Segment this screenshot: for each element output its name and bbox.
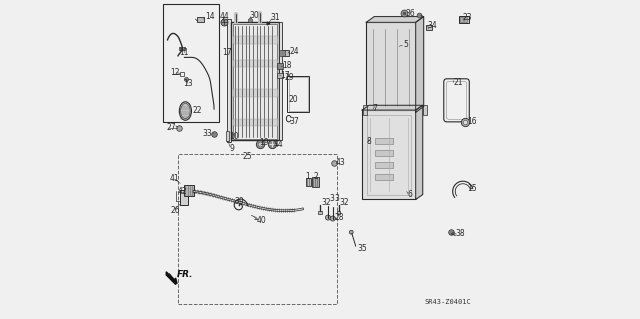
Bar (367, 115, 411, 195)
Circle shape (325, 215, 330, 220)
Text: 2: 2 (314, 172, 319, 181)
Text: 16: 16 (468, 117, 477, 126)
Text: 29: 29 (284, 73, 294, 82)
Polygon shape (166, 272, 176, 285)
Text: FR.: FR. (177, 270, 193, 279)
Bar (366, 22, 416, 112)
Bar (306, 178, 312, 186)
Text: 31: 31 (271, 13, 280, 22)
Text: 3: 3 (330, 194, 335, 203)
Text: 7: 7 (372, 104, 378, 113)
Bar (233, 24, 277, 139)
Text: 40: 40 (257, 216, 267, 225)
Bar (312, 177, 319, 187)
Circle shape (330, 216, 335, 221)
Bar (178, 154, 337, 304)
Polygon shape (362, 105, 422, 110)
Text: 41: 41 (170, 174, 180, 183)
Text: 43: 43 (335, 158, 345, 167)
Text: 30: 30 (249, 11, 259, 20)
Text: 18: 18 (282, 61, 291, 70)
Bar (184, 185, 194, 196)
Bar (337, 211, 340, 214)
Text: 25: 25 (243, 152, 252, 161)
Bar (231, 22, 278, 140)
Text: 5: 5 (404, 40, 408, 49)
Bar (422, 105, 426, 115)
Text: 6: 6 (408, 190, 413, 199)
Text: 23: 23 (463, 13, 472, 22)
Bar (363, 105, 367, 115)
Bar (375, 174, 394, 180)
Text: 17: 17 (221, 48, 232, 57)
Bar (227, 19, 231, 142)
Ellipse shape (180, 103, 190, 119)
Bar (375, 150, 394, 156)
Text: 44: 44 (274, 140, 284, 149)
Circle shape (349, 230, 353, 234)
Text: 36: 36 (406, 9, 415, 18)
Bar (289, 77, 308, 111)
Text: 1: 1 (305, 172, 310, 181)
Ellipse shape (179, 102, 191, 120)
Bar (232, 119, 278, 126)
Text: 13: 13 (183, 79, 193, 88)
Bar (163, 4, 219, 122)
Bar (282, 50, 289, 56)
Text: 26: 26 (170, 206, 180, 215)
Text: 19: 19 (259, 138, 268, 147)
Bar (179, 47, 185, 50)
FancyArrowPatch shape (255, 217, 258, 219)
Bar (232, 36, 278, 44)
Text: 9: 9 (229, 144, 234, 153)
Text: 32: 32 (321, 198, 332, 207)
Bar (375, 138, 394, 144)
Text: 11: 11 (179, 48, 189, 57)
Text: 10: 10 (229, 132, 239, 141)
Polygon shape (416, 105, 422, 199)
Text: 17: 17 (280, 71, 290, 80)
Text: 32: 32 (340, 198, 349, 207)
Text: 37: 37 (290, 117, 300, 126)
Bar (278, 22, 282, 140)
Text: 35: 35 (358, 244, 367, 253)
Text: 28: 28 (334, 213, 344, 222)
Text: 34: 34 (428, 21, 438, 30)
Text: 38: 38 (455, 229, 465, 238)
Text: 21: 21 (453, 78, 463, 87)
Text: 44: 44 (220, 12, 229, 21)
Text: 14: 14 (205, 12, 215, 21)
Bar (362, 110, 416, 199)
Bar (460, 17, 463, 22)
Text: 22: 22 (193, 106, 202, 115)
Text: 27: 27 (166, 123, 176, 132)
Polygon shape (416, 17, 424, 112)
Bar (426, 25, 432, 30)
Text: 15: 15 (467, 184, 477, 193)
Bar (318, 211, 322, 214)
Text: 12: 12 (170, 68, 180, 77)
Text: 39: 39 (235, 197, 244, 206)
Bar (197, 17, 204, 22)
Text: 24: 24 (290, 47, 300, 56)
Text: 8: 8 (366, 137, 371, 146)
Bar (287, 76, 309, 112)
Bar (375, 162, 394, 168)
Bar (459, 16, 469, 23)
Bar (180, 190, 188, 205)
Bar (277, 73, 284, 78)
Text: SR43-Z0401C: SR43-Z0401C (424, 300, 472, 305)
Text: 3: 3 (334, 194, 339, 203)
Text: 42: 42 (178, 187, 188, 196)
Bar (464, 17, 467, 22)
Text: 20: 20 (288, 95, 298, 104)
Bar (180, 72, 184, 76)
Text: 33: 33 (202, 129, 212, 138)
Bar (232, 60, 278, 68)
Bar (226, 131, 229, 141)
Bar (232, 89, 278, 97)
Polygon shape (366, 17, 424, 22)
